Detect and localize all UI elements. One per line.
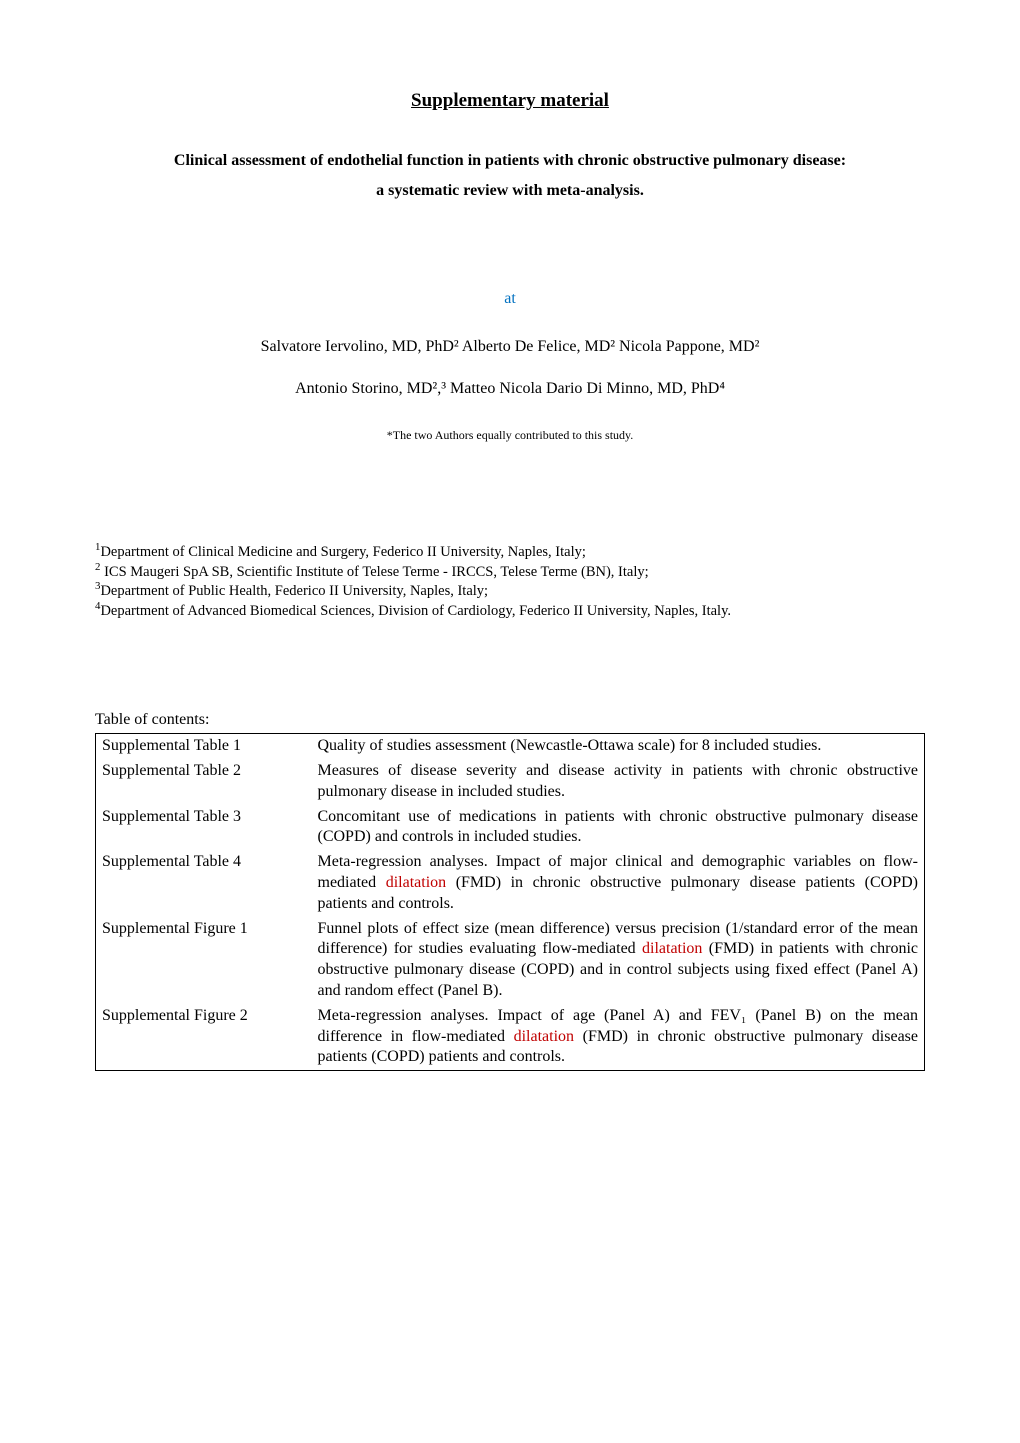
paper-subtitle-line2: a systematic review with meta-analysis. [95,182,925,200]
affiliations-block: 1Department of Clinical Medicine and Sur… [95,543,925,621]
table-row: Supplemental Table 1 Quality of studies … [96,734,925,759]
toc-desc-cell: Funnel plots of effect size (mean differ… [312,917,925,1004]
toc-desc-pre: Quality of studies assessment (Newcastle… [318,737,822,754]
table-row: Supplemental Table 3 Concomitant use of … [96,805,925,851]
affiliation-1-text: Department of Clinical Medicine and Surg… [100,544,585,560]
toc-desc-pre: Concomitant use of medications in patien… [318,808,919,846]
table-row: Supplemental Figure 1 Funnel plots of ef… [96,917,925,1004]
author-note: *The two Authors equally contributed to … [95,428,925,443]
affiliation-3-text: Department of Public Health, Federico II… [100,583,488,599]
note-text: The two Authors equally contributed to t… [393,428,634,442]
table-row: Supplemental Table 4 Meta-regression ana… [96,850,925,916]
toc-label-cell: Supplemental Table 4 [96,850,312,916]
toc-desc-red: dilatation [514,1028,574,1045]
affiliation-2: 2 ICS Maugeri SpA SB, Scientific Institu… [95,563,925,583]
affiliation-4: 4Department of Advanced Biomedical Scien… [95,602,925,622]
affiliation-1: 1Department of Clinical Medicine and Sur… [95,543,925,563]
toc-desc-cell: Meta-regression analyses. Impact of age … [312,1004,925,1071]
toc-desc-red: dilatation [386,874,446,891]
paper-subtitle-line1: Clinical assessment of endothelial funct… [95,152,925,170]
toc-desc-cell: Measures of disease severity and disease… [312,759,925,805]
table-row: Supplemental Figure 2 Meta-regression an… [96,1004,925,1071]
toc-heading: Table of contents: [95,711,925,729]
toc-desc-cell: Quality of studies assessment (Newcastle… [312,734,925,759]
supplementary-title: Supplementary material [95,90,925,112]
toc-desc-cell: Meta-regression analyses. Impact of majo… [312,850,925,916]
toc-desc-pre: Measures of disease severity and disease… [318,762,919,800]
toc-label-cell: Supplemental Figure 1 [96,917,312,1004]
authors-line-2: Antonio Storino, MD²,³ Matteo Nicola Dar… [95,380,925,398]
table-row: Supplemental Table 2 Measures of disease… [96,759,925,805]
affiliation-3: 3Department of Public Health, Federico I… [95,582,925,602]
at-text: at [95,290,925,308]
toc-label-cell: Supplemental Table 3 [96,805,312,851]
affiliation-4-text: Department of Advanced Biomedical Scienc… [100,603,731,619]
toc-label-cell: Supplemental Table 2 [96,759,312,805]
authors-line-1: Salvatore Iervolino, MD, PhD² Alberto De… [95,338,925,356]
toc-table: Supplemental Table 1 Quality of studies … [95,733,925,1071]
toc-desc-cell: Concomitant use of medications in patien… [312,805,925,851]
toc-desc-red: dilatation [642,940,702,957]
toc-label-cell: Supplemental Table 1 [96,734,312,759]
toc-label-cell: Supplemental Figure 2 [96,1004,312,1071]
affiliation-2-text: ICS Maugeri SpA SB, Scientific Institute… [100,564,648,580]
